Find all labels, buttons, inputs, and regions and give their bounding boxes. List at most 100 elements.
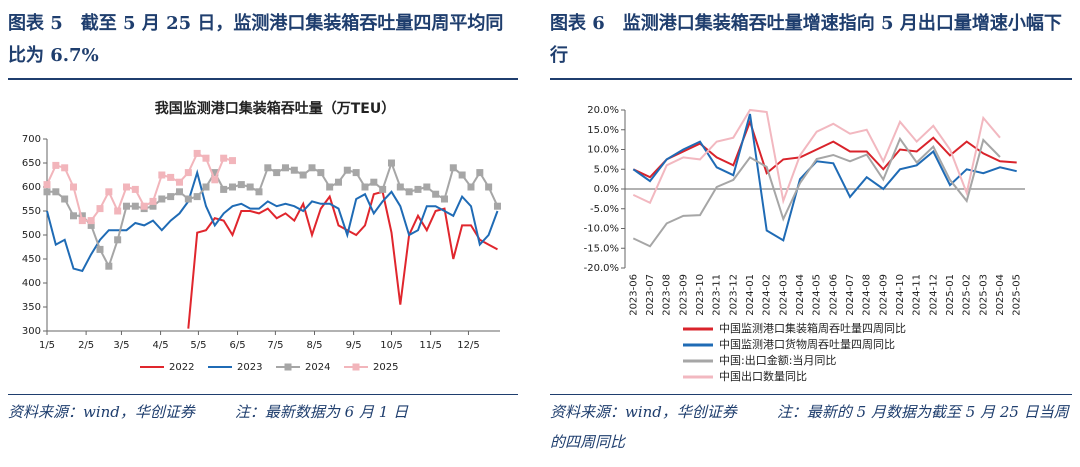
marker	[211, 169, 219, 177]
marker	[202, 183, 210, 191]
x-tick-label: 8/5	[306, 340, 322, 351]
x-tick-label: 2024-08	[862, 274, 873, 316]
x-tick-label: 7/5	[267, 340, 283, 351]
y-tick-label: 300	[22, 326, 41, 337]
marker	[228, 157, 236, 165]
marker	[175, 188, 183, 196]
y-tick-label: -20.0%	[584, 263, 619, 274]
series-line	[46, 152, 233, 222]
legend-label: 中国监测港口货物周吞吐量四周同比	[719, 337, 895, 351]
figure-caption: 图表 6 监测港口集装箱吞吐量增速指向 5 月出口量增速小幅下行	[550, 8, 1072, 80]
series-line	[47, 159, 499, 269]
legend-label: 2024	[305, 362, 330, 373]
marker	[69, 212, 77, 220]
marker	[167, 173, 175, 181]
y-tick-label: 10.0%	[587, 145, 619, 156]
marker	[432, 190, 440, 198]
x-tick-label: 2024-12	[928, 274, 939, 316]
marker	[281, 164, 289, 172]
marker	[131, 185, 139, 193]
series-line	[632, 113, 1017, 242]
marker	[485, 183, 493, 191]
series-line	[632, 136, 1001, 248]
x-tick-label: 12/5	[457, 340, 479, 351]
marker	[458, 171, 466, 179]
marker	[175, 178, 183, 186]
marker	[290, 166, 298, 174]
x-tick-label: 2024-01	[745, 274, 756, 316]
x-tick-label: 3/5	[113, 340, 129, 351]
marker	[158, 171, 166, 179]
footer: 资料来源：wind，华创证券 注：最新数据为 6 月 1 日	[8, 394, 518, 427]
y-tick-label: -15.0%	[584, 243, 619, 254]
marker	[237, 181, 245, 189]
marker	[52, 188, 60, 196]
x-tick-label: 11/5	[419, 340, 441, 351]
x-tick-label: 2024-09	[878, 274, 889, 316]
legend-marker	[352, 363, 360, 371]
y-tick-label: 350	[22, 302, 41, 313]
marker	[379, 185, 387, 193]
note: 注：最新数据为 6 月 1 日	[234, 403, 409, 421]
legend-label: 中国:出口金额:当月同比	[719, 353, 836, 367]
x-tick-label: 2023-08	[662, 274, 673, 316]
marker	[220, 154, 228, 162]
series-line	[187, 190, 498, 329]
x-tick-label: 6/5	[229, 340, 245, 351]
series-line	[46, 168, 499, 273]
x-tick-label: 2024-10	[895, 274, 906, 316]
x-tick-label: 2023-10	[695, 274, 706, 316]
y-tick-label: 400	[22, 278, 41, 289]
x-tick-label: 10/5	[380, 340, 402, 351]
x-tick-label: 2023-09	[678, 274, 689, 316]
marker	[61, 195, 69, 203]
marker	[43, 188, 51, 196]
x-tick-label: 2024-04	[795, 274, 806, 316]
marker	[414, 185, 422, 193]
x-tick-label: 2023-11	[712, 274, 723, 316]
y-tick-label: 15.0%	[587, 125, 619, 136]
marker	[370, 178, 378, 186]
marker	[149, 202, 157, 210]
series-line	[632, 118, 1017, 179]
marker	[476, 169, 484, 177]
y-tick-label: -10.0%	[584, 224, 619, 235]
legend-label: 2022	[169, 362, 194, 373]
x-tick-label: 2024-06	[828, 274, 839, 316]
y-tick-label: 500	[22, 230, 41, 241]
marker	[114, 236, 122, 244]
marker	[140, 202, 148, 210]
marker	[334, 178, 342, 186]
x-tick-label: 2025-04	[995, 274, 1006, 316]
marker	[264, 164, 272, 172]
x-tick-label: 2025-02	[962, 274, 973, 316]
marker	[43, 181, 51, 189]
marker	[105, 262, 113, 270]
y-tick-label: 450	[22, 254, 41, 265]
y-tick-label: 20.0%	[587, 105, 619, 116]
marker	[449, 164, 457, 172]
y-tick-label: 600	[22, 182, 41, 193]
marker	[61, 164, 69, 172]
marker	[273, 169, 281, 177]
x-tick-label: 2023-06	[628, 274, 639, 316]
marker	[184, 169, 192, 177]
marker	[405, 188, 413, 196]
marker	[299, 171, 307, 179]
marker	[220, 185, 228, 193]
figure-caption: 图表 5 截至 5 月 25 日，监测港口集装箱吞吐量四周平均同比为 6.7%	[8, 8, 518, 80]
marker	[87, 217, 95, 225]
marker	[193, 193, 201, 201]
marker	[493, 202, 501, 210]
marker	[396, 183, 404, 191]
marker	[158, 195, 166, 203]
marker	[246, 183, 254, 191]
marker	[184, 195, 192, 203]
marker	[343, 166, 351, 174]
x-tick-label: 9/5	[346, 340, 362, 351]
footer: 资料来源：wind，华创证券 注：最新的 5 月数据为截至 5 月 25 日当周的…	[550, 394, 1072, 457]
marker	[52, 161, 60, 169]
legend-marker	[284, 363, 292, 371]
